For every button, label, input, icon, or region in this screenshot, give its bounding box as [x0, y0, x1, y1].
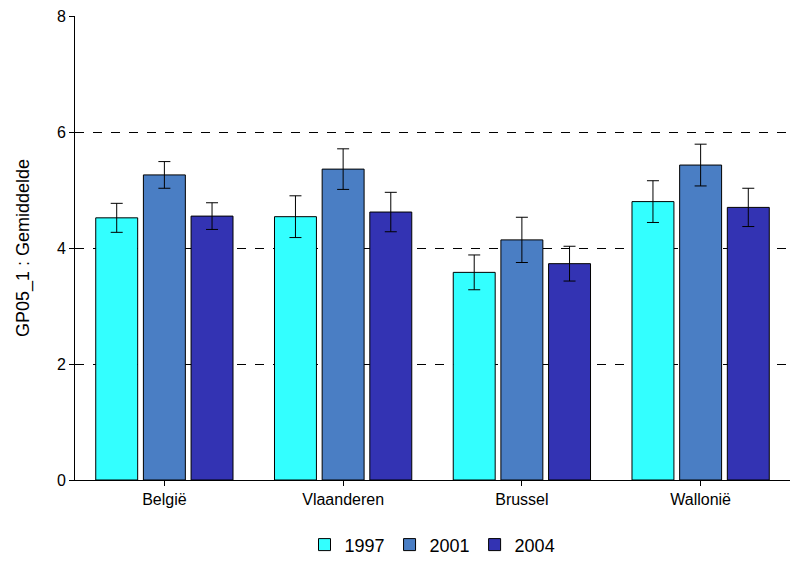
svg-text:4: 4 — [57, 240, 66, 257]
svg-text:GP05_1 : Gemiddelde: GP05_1 : Gemiddelde — [13, 159, 34, 337]
svg-text:België: België — [142, 491, 187, 508]
svg-text:6: 6 — [57, 124, 66, 141]
svg-text:2: 2 — [57, 356, 66, 373]
svg-text:Brussel: Brussel — [495, 491, 548, 508]
svg-text:2004: 2004 — [515, 536, 555, 556]
svg-text:Wallonië: Wallonië — [670, 491, 731, 508]
svg-text:8: 8 — [57, 8, 66, 25]
svg-text:1997: 1997 — [345, 536, 385, 556]
svg-text:0: 0 — [57, 472, 66, 489]
svg-text:2001: 2001 — [430, 536, 470, 556]
svg-text:Vlaanderen: Vlaanderen — [302, 491, 384, 508]
